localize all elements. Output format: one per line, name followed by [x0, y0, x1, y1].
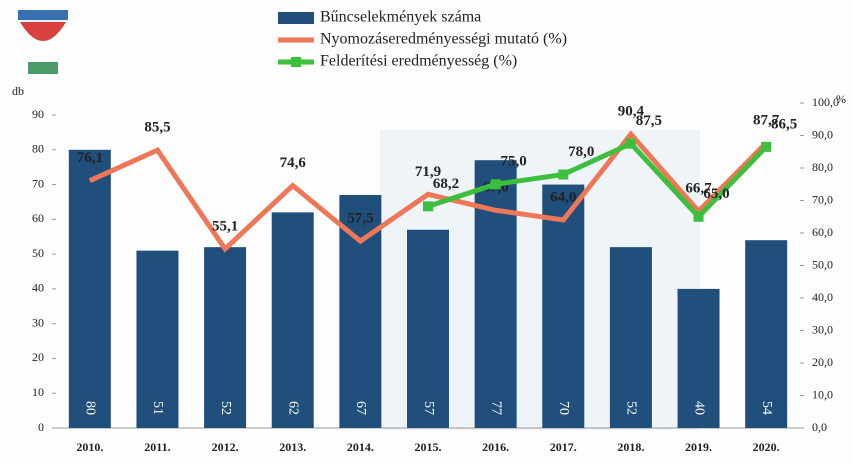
- bar: [475, 160, 517, 428]
- legend-label: Nyomozáseredményességi mutató (%): [320, 31, 567, 48]
- x-tick-label: 2020.: [753, 440, 780, 454]
- x-tick-label: 2019.: [685, 440, 712, 454]
- y2-tick-label: 100,0: [812, 95, 839, 109]
- y-tick-label: 60: [32, 211, 44, 225]
- point-label: 87,5: [636, 113, 662, 129]
- point-label: 68,2: [433, 176, 459, 192]
- y-tick-label: 80: [32, 142, 44, 156]
- bar-label: 77: [488, 401, 503, 415]
- y2-tick-label: 60,0: [812, 225, 833, 239]
- x-tick-label: 2010.: [76, 440, 103, 454]
- y-axis-label: db: [12, 84, 24, 98]
- y-tick-label: 90: [32, 107, 44, 121]
- y2-tick-label: 30,0: [812, 322, 833, 336]
- y2-tick-label: 80,0: [812, 160, 833, 174]
- x-tick-label: 2016.: [482, 440, 509, 454]
- y-tick-label: 50: [32, 246, 44, 260]
- legend-marker: [291, 57, 301, 67]
- y-tick-label: 70: [32, 176, 44, 190]
- y-tick-label: 30: [32, 315, 44, 329]
- y2-tick-label: 40,0: [812, 290, 833, 304]
- bar-label: 54: [759, 401, 774, 415]
- bar-label: 67: [353, 401, 368, 415]
- point-label: 85,5: [144, 120, 170, 136]
- x-tick-label: 2011.: [144, 440, 170, 454]
- y2-tick-label: 70,0: [812, 192, 833, 206]
- bar-label: 57: [421, 401, 436, 415]
- point-label: 86,5: [771, 116, 797, 132]
- point-label: 74,6: [280, 155, 307, 171]
- bar: [407, 230, 449, 428]
- y2-tick-label: 50,0: [812, 257, 833, 271]
- x-tick-label: 2017.: [550, 440, 577, 454]
- bar-label: 40: [691, 401, 706, 415]
- y-tick-label: 10: [32, 385, 44, 399]
- point-label: 65,0: [703, 186, 729, 202]
- bar: [745, 240, 787, 428]
- bar-label: 52: [218, 401, 233, 415]
- point-label: 55,1: [212, 218, 238, 234]
- legend-label: Bűncselekmények száma: [320, 9, 481, 26]
- line-marker: [626, 139, 636, 149]
- line-marker: [423, 201, 433, 211]
- bar-label: 51: [150, 401, 165, 415]
- line-marker: [694, 212, 704, 222]
- bar: [272, 212, 314, 428]
- chart: db % 01020304050607080900,010,020,030,04…: [0, 0, 853, 466]
- x-tick-label: 2013.: [279, 440, 306, 454]
- bar-label: 80: [83, 401, 98, 415]
- y-tick-label: 40: [32, 281, 44, 295]
- x-tick-label: 2015.: [415, 440, 442, 454]
- point-label: 78,0: [568, 144, 594, 160]
- point-label: 57,5: [347, 211, 373, 227]
- y2-tick-label: 10,0: [812, 387, 833, 401]
- page: {"chart_data": {"type": "bar-line", "cat…: [0, 0, 853, 466]
- bar: [69, 150, 111, 428]
- y2-tick-label: 90,0: [812, 127, 833, 141]
- bar-label: 62: [286, 401, 301, 415]
- y-tick-label: 20: [32, 350, 44, 364]
- legend-label: Felderítési eredményesség (%): [320, 53, 517, 70]
- y-tick-label: 0: [38, 420, 44, 434]
- bar-label: 70: [556, 401, 571, 415]
- bar-label: 52: [624, 401, 639, 415]
- x-tick-label: 2018.: [617, 440, 644, 454]
- legend-swatch: [278, 12, 314, 24]
- x-tick-label: 2014.: [347, 440, 374, 454]
- y2-tick-label: 20,0: [812, 355, 833, 369]
- point-label: 75,0: [501, 154, 527, 170]
- line-marker: [491, 179, 501, 189]
- y2-tick-label: 0,0: [812, 420, 827, 434]
- point-label: 76,1: [77, 150, 103, 166]
- point-label: 64,0: [550, 189, 576, 205]
- line-marker: [761, 142, 771, 152]
- x-tick-label: 2012.: [212, 440, 239, 454]
- line-marker: [558, 170, 568, 180]
